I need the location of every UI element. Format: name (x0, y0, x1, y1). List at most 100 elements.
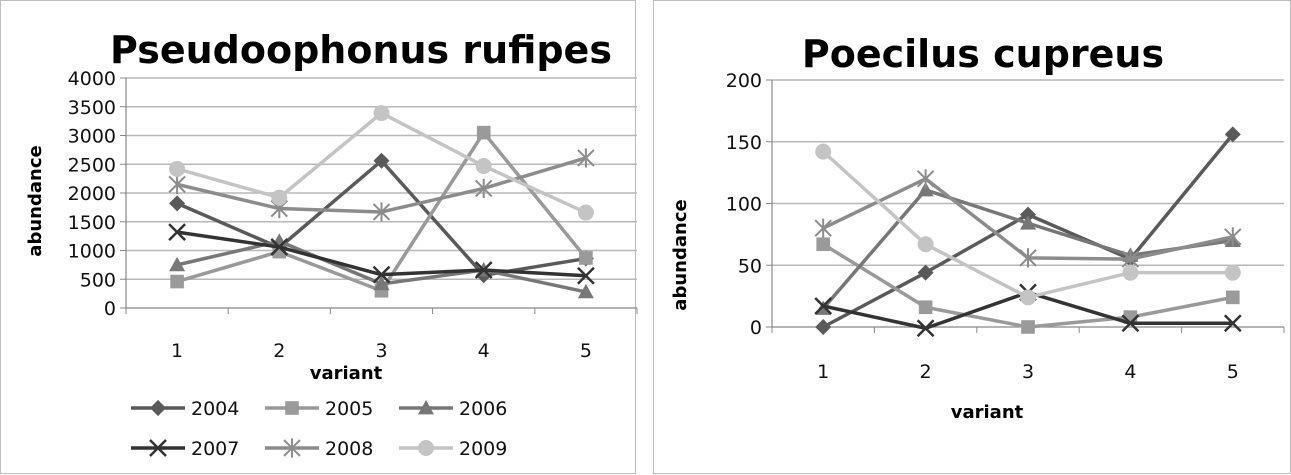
y-tick-label: 1000 (68, 241, 116, 263)
chart-panel-poecilus: Poecilus cupreus abundance variant 0 50 10… (653, 0, 1291, 474)
x-axis-label: variant (951, 402, 1024, 423)
data-point (372, 265, 391, 284)
legend-item-2004: 2004 (131, 398, 239, 420)
y-tick-label: 3000 (68, 126, 116, 148)
data-point (418, 440, 434, 456)
data-point (917, 264, 934, 281)
data-point (1224, 264, 1241, 281)
series-2009 (815, 143, 1241, 306)
series-2009 (169, 105, 594, 221)
legend-item-2005: 2005 (265, 398, 373, 420)
data-point (149, 439, 167, 457)
y-tick-label: 150 (726, 132, 762, 154)
data-point (577, 204, 594, 221)
data-point (577, 266, 595, 285)
x-tick-label: 5 (1227, 361, 1239, 383)
chart-title: Pseudoophonus rufipes (110, 28, 612, 72)
data-point (814, 297, 833, 315)
legend-item-2009: 2009 (399, 438, 507, 460)
legend-item-2008: 2008 (265, 438, 373, 460)
y-axis-label: abundance (670, 199, 691, 310)
data-point (169, 160, 186, 177)
x-tick-label: 1 (171, 340, 183, 362)
y-axis-label: abundance (25, 145, 46, 256)
y-tick-label: 2500 (68, 154, 116, 176)
x-tick-label: 4 (1124, 361, 1136, 383)
y-tick-label: 50 (738, 255, 762, 277)
data-point (283, 438, 301, 458)
data-point (916, 319, 935, 338)
data-point (1223, 314, 1242, 333)
y-tick-label: 0 (750, 317, 762, 339)
data-point (373, 105, 390, 122)
data-point (1020, 289, 1036, 306)
data-point (1020, 215, 1036, 230)
data-point (1021, 320, 1035, 334)
x-tick-label: 3 (375, 340, 387, 362)
legend-label: 2005 (325, 398, 373, 420)
chart-title: Poecilus cupreus (802, 32, 1164, 76)
legend-label: 2006 (459, 398, 507, 420)
data-point (150, 400, 166, 416)
x-tick-label: 5 (580, 340, 592, 362)
data-point (373, 152, 390, 169)
data-point (168, 174, 186, 194)
legend-label: 2009 (459, 438, 507, 460)
data-point (814, 218, 832, 238)
data-point (1122, 264, 1139, 281)
x-tick-label: 2 (273, 340, 285, 362)
data-point (474, 261, 493, 279)
data-point (916, 169, 935, 189)
legend-label: 2008 (325, 438, 373, 460)
data-point (917, 236, 934, 253)
data-point (476, 125, 491, 140)
data-point (815, 143, 832, 160)
y-tick-label: 500 (80, 269, 116, 291)
data-point (1226, 290, 1240, 305)
data-point (418, 400, 434, 415)
data-point (1224, 126, 1241, 143)
data-point (285, 401, 299, 415)
legend-label: 2004 (191, 398, 239, 420)
data-point (168, 223, 186, 241)
series-2007 (168, 223, 595, 285)
data-point (816, 237, 830, 252)
chart-poecilus-cupreus: Poecilus cupreus abundance variant 0 50 10… (670, 32, 1285, 423)
data-point (373, 275, 390, 291)
data-point (815, 319, 832, 335)
data-point (579, 251, 593, 265)
data-point (474, 178, 493, 198)
chart-panel-pseudoophonus: Pseudoophonus rufipes abundance variant … (0, 0, 638, 474)
data-point (1019, 248, 1037, 268)
y-tick-label: 2000 (68, 183, 116, 205)
data-point (917, 181, 934, 197)
y-tick-label: 200 (726, 70, 762, 92)
data-point (270, 238, 289, 256)
data-point (170, 274, 184, 289)
data-point (475, 157, 492, 174)
data-point (169, 256, 186, 272)
data-point (1121, 314, 1140, 333)
y-tick-label: 1500 (68, 212, 116, 234)
data-point (1224, 227, 1242, 247)
data-point (1020, 206, 1036, 223)
legend: 2004 2005 2006 2007 2008 2009 (131, 398, 507, 460)
legend-label: 2007 (191, 438, 239, 460)
legend-item-2006: 2006 (399, 398, 507, 420)
data-point (918, 300, 933, 315)
y-tick-label: 3500 (68, 97, 116, 119)
y-tick-label: 0 (104, 298, 116, 320)
legend-item-2007: 2007 (131, 438, 239, 460)
x-tick-label: 2 (920, 361, 932, 383)
data-point (577, 283, 594, 299)
chart-pseudoophonus-rufipes: Pseudoophonus rufipes abundance variant … (25, 28, 638, 460)
data-point (169, 195, 186, 212)
x-tick-label: 1 (817, 361, 829, 383)
data-point (577, 148, 595, 168)
series-2006 (169, 233, 594, 299)
y-tick-label: 4000 (68, 68, 116, 90)
x-tick-label: 4 (478, 340, 490, 362)
x-tick-label: 3 (1022, 361, 1034, 383)
data-point (372, 202, 391, 222)
y-tick-label: 100 (726, 194, 762, 216)
